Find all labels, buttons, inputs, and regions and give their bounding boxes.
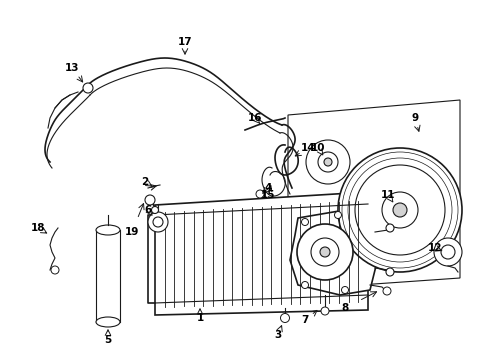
Circle shape: [393, 203, 407, 217]
Circle shape: [318, 152, 338, 172]
Circle shape: [386, 268, 394, 276]
Circle shape: [335, 212, 342, 219]
Text: 10: 10: [311, 143, 325, 153]
Circle shape: [324, 158, 332, 166]
Circle shape: [148, 212, 168, 232]
Polygon shape: [290, 210, 380, 295]
Text: 8: 8: [342, 303, 348, 313]
Ellipse shape: [96, 225, 120, 235]
Circle shape: [145, 195, 155, 205]
Text: 1: 1: [196, 313, 204, 323]
Text: 17: 17: [178, 37, 192, 47]
Text: 7: 7: [301, 315, 309, 325]
Polygon shape: [288, 100, 460, 290]
Circle shape: [153, 217, 163, 227]
Circle shape: [355, 165, 445, 255]
Text: 13: 13: [65, 63, 79, 73]
Circle shape: [441, 245, 455, 259]
Text: 4: 4: [264, 183, 271, 193]
Circle shape: [320, 247, 330, 257]
Polygon shape: [155, 192, 368, 315]
Text: 5: 5: [104, 335, 112, 345]
Text: 12: 12: [428, 243, 442, 253]
Circle shape: [386, 224, 394, 232]
Circle shape: [51, 266, 59, 274]
Text: 9: 9: [412, 113, 418, 123]
Circle shape: [256, 190, 264, 198]
Text: 11: 11: [381, 190, 395, 200]
Text: 6: 6: [145, 205, 151, 215]
Text: 2: 2: [142, 177, 148, 187]
Circle shape: [342, 287, 348, 293]
Ellipse shape: [96, 317, 120, 327]
Circle shape: [306, 140, 350, 184]
Circle shape: [434, 238, 462, 266]
Circle shape: [297, 224, 353, 280]
Circle shape: [280, 314, 290, 323]
Circle shape: [383, 287, 391, 295]
Text: 19: 19: [125, 227, 139, 237]
Circle shape: [151, 207, 158, 213]
Circle shape: [83, 83, 93, 93]
Text: 18: 18: [31, 223, 45, 233]
Circle shape: [382, 192, 418, 228]
Text: 15: 15: [261, 190, 275, 200]
Text: 14: 14: [301, 143, 315, 153]
Circle shape: [301, 282, 309, 288]
Text: 3: 3: [274, 330, 282, 340]
Circle shape: [338, 148, 462, 272]
Circle shape: [321, 307, 329, 315]
Circle shape: [301, 219, 309, 225]
Circle shape: [311, 238, 339, 266]
Text: 16: 16: [248, 113, 262, 123]
